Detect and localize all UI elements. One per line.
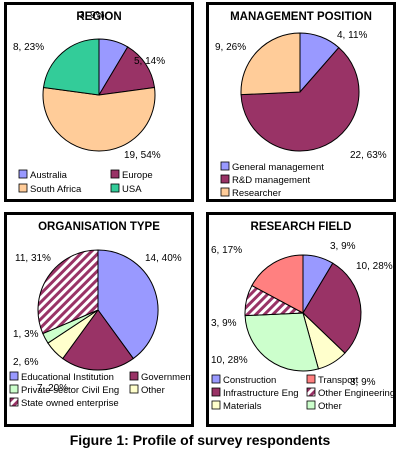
- legend-item-educational-institution: Educational Institution: [21, 372, 114, 383]
- pie-slice-infrastructure-eng: [302, 262, 362, 354]
- legend-item-transport: Transport: [318, 375, 359, 386]
- legend-swatch-government: [129, 371, 139, 381]
- data-label-other: 10, 28%: [211, 355, 248, 366]
- data-label-infrastructure-eng: 10, 28%: [356, 261, 393, 272]
- legend-swatch-australia: [18, 169, 28, 179]
- pie-slice-randd-management: [240, 46, 360, 152]
- chart-panel-region: REGION 3, 9% 5, 14% 19, 54% 8, 23% Australia E…: [4, 2, 194, 202]
- legend-swatch-other: [129, 384, 139, 394]
- data-label-researcher: 9, 26%: [215, 42, 246, 53]
- data-label-other: 2, 6%: [13, 357, 39, 368]
- legend-swatch-usa: [110, 183, 120, 193]
- legend-swatch-general-management: [220, 161, 230, 171]
- legend-item-australia: Australia: [30, 170, 68, 181]
- data-label-educational-institution: 14, 40%: [145, 253, 182, 264]
- legend-item-private-sector-civil-eng: Private sector Civil Eng: [21, 385, 119, 396]
- legend-swatch-randd-management: [220, 174, 230, 184]
- data-label-transport: 6, 17%: [211, 245, 242, 256]
- data-label-australia: 3, 9%: [79, 10, 105, 21]
- legend-swatch-private-sector-civil-eng: [9, 384, 19, 394]
- data-label-south-africa: 19, 54%: [124, 150, 161, 161]
- legend-item-general-management: General management: [232, 162, 324, 173]
- chart-title-research-field: RESEARCH FIELD: [251, 221, 352, 233]
- legend-item-other: Other: [141, 385, 165, 396]
- legend-item-materials: Materials: [223, 401, 262, 412]
- data-label-state-owned-enterprise: 11, 31%: [15, 253, 51, 264]
- legend-item-infrastructure-eng: Infrastructure Eng: [223, 388, 299, 399]
- legend-swatch-south-africa: [18, 183, 28, 193]
- pie-slice-researcher: [240, 32, 301, 96]
- data-label-europe: 5, 14%: [134, 56, 165, 67]
- pie-slice-other: [244, 312, 320, 372]
- legend-swatch-researcher: [220, 187, 230, 197]
- figure-caption: Figure 1: Profile of survey respondents: [69, 432, 331, 448]
- pie-slice-government: [62, 309, 134, 371]
- pie-slice-transport: [251, 254, 304, 314]
- data-label-government: 7, 20%: [37, 383, 68, 394]
- data-label-construction: 3, 9%: [330, 241, 356, 252]
- chart-title-management-position: MANAGEMENT POSITION: [230, 11, 372, 23]
- data-label-usa: 8, 23%: [13, 42, 44, 53]
- legend-swatch-educational-institution: [9, 371, 19, 381]
- pie-chart-management-position: MANAGEMENT POSITION 4, 11% 22, 63% 9, 26% Ge…: [215, 11, 387, 199]
- legend-item-europe: Europe: [122, 170, 153, 181]
- data-label-private-sector-civil-eng: 1, 3%: [13, 329, 39, 340]
- pie-chart-organisation-type: ORGANISATION TYPE 14, 40% 7, 20% 2, 6% 1, 3%…: [9, 221, 191, 409]
- legend-item-state-owned-enterprise: State owned enterprise: [21, 398, 119, 409]
- legend-item-other: Other: [318, 401, 342, 412]
- data-label-materials: 3, 9%: [350, 377, 376, 388]
- legend-swatch-other: [306, 400, 316, 410]
- legend-item-usa: USA: [122, 184, 142, 195]
- legend-item-government: Government: [141, 372, 191, 383]
- legend-item-south-africa: South Africa: [30, 184, 82, 195]
- data-label-randd-management: 22, 63%: [350, 150, 387, 161]
- legend-item-researcher: Researcher: [232, 188, 281, 199]
- legend-item-other-engineering: Other Engineering: [318, 388, 393, 399]
- legend-item-randd-management: R&D management: [232, 175, 311, 186]
- pie-slice-europe: [98, 46, 156, 96]
- legend-swatch-europe: [110, 169, 120, 179]
- legend-swatch-state-owned-enterprise: [9, 397, 19, 407]
- pie-slice-state-owned-enterprise: [37, 249, 99, 335]
- pie-slice-usa: [42, 38, 100, 96]
- chart-title-organisation-type: ORGANISATION TYPE: [38, 221, 160, 233]
- chart-title-region: REGION: [76, 11, 121, 23]
- data-label-other-engineering: 3, 9%: [211, 318, 237, 329]
- legend-item-construction: Construction: [223, 375, 276, 386]
- legend-swatch-construction: [211, 374, 221, 384]
- chart-panel-management-position: MANAGEMENT POSITION 4, 11% 22, 63% 9, 26% Ge…: [206, 2, 396, 202]
- legend-swatch-infrastructure-eng: [211, 387, 221, 397]
- legend-swatch-other-engineering: [306, 387, 316, 397]
- data-label-general-management: 4, 11%: [337, 30, 367, 41]
- legend-swatch-materials: [211, 400, 221, 410]
- chart-panel-research-field: RESEARCH FIELD 3, 9% 10, 28% 3, 9% 10, 28% 3,…: [206, 212, 396, 427]
- pie-slice-south-africa: [42, 86, 156, 152]
- pie-slice-educational-institution: [97, 249, 159, 360]
- legend-swatch-transport: [306, 374, 316, 384]
- chart-panel-organisation-type: ORGANISATION TYPE 14, 40% 7, 20% 2, 6% 1, 3%…: [4, 212, 194, 427]
